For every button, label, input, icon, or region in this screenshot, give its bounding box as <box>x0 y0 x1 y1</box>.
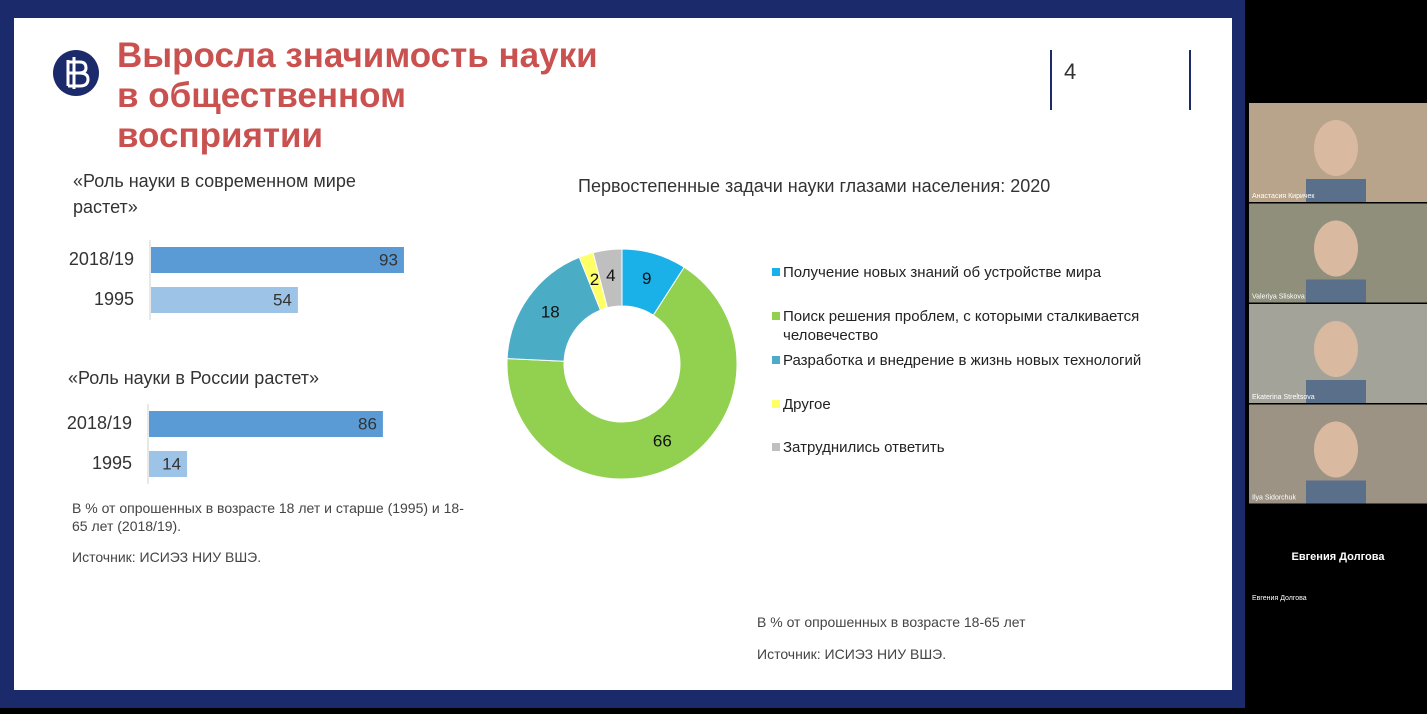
source: Источник: ИСИЭЗ НИУ ВШЭ. <box>72 549 262 565</box>
page-number: 4 <box>1064 59 1076 84</box>
chart-title: «Роль науки в современном мире растет» <box>73 171 356 217</box>
value-label: 18 <box>541 302 560 321</box>
value-label: 4 <box>606 266 615 285</box>
category-label: 1995 <box>94 289 134 309</box>
bar <box>151 287 298 313</box>
note: В % от опрошенных в возрасте 18-65 лет <box>757 614 1026 630</box>
legend-label: Получение новых знаний об устройстве мир… <box>783 264 1102 281</box>
participant-body <box>1306 380 1366 403</box>
participant-body <box>1306 279 1366 303</box>
chart-title: «Роль науки в России растет» <box>68 368 320 388</box>
legend-swatch <box>772 400 780 408</box>
value-label: 54 <box>273 290 292 309</box>
source: Источник: ИСИЭЗ НИУ ВШЭ. <box>757 646 947 662</box>
participant-name: Евгения Долгова <box>1252 595 1307 602</box>
participant-face <box>1314 321 1358 377</box>
legend-swatch <box>772 356 780 364</box>
value-label: 93 <box>379 250 398 269</box>
category-label: 2018/19 <box>67 413 132 433</box>
participant-name-center: Евгения Долгова <box>1292 551 1386 563</box>
value-label: 86 <box>358 414 377 433</box>
value-label: 9 <box>642 269 651 288</box>
legend-swatch <box>772 443 780 451</box>
participant-body <box>1306 480 1366 504</box>
logo-glyph <box>66 57 90 89</box>
bar <box>149 411 383 437</box>
participant-name: Анастасия Киричек <box>1252 193 1315 200</box>
legend-label: Другое <box>783 396 831 413</box>
donut-title: Первостепенные задачи науки глазами насе… <box>578 176 1050 196</box>
legend-label: Затруднились ответить <box>783 439 945 456</box>
legend-swatch <box>772 268 780 276</box>
value-label: 14 <box>162 454 181 473</box>
donut-segment <box>592 248 623 309</box>
participant-body <box>1306 179 1366 202</box>
participant-tile <box>1249 505 1427 604</box>
value-label: 2 <box>590 270 599 289</box>
note: В % от опрошенных в возрасте 18 лет и ст… <box>72 500 464 534</box>
slide-title: Выросла значимость науки в общественном … <box>117 36 598 155</box>
category-label: 2018/19 <box>69 249 134 269</box>
participant-name: Valeriya Sliskova <box>1252 293 1305 300</box>
participant-face <box>1314 220 1358 277</box>
legend-swatch <box>772 312 780 320</box>
donut-segment <box>506 266 738 480</box>
value-label: 66 <box>653 432 672 451</box>
slide <box>14 18 1232 690</box>
bar <box>151 247 404 273</box>
participant-face <box>1314 120 1358 176</box>
participant-name: Ilya Sidorchuk <box>1252 494 1296 501</box>
participant-name: Ekaterina Streltsova <box>1252 394 1315 401</box>
participant-face <box>1314 421 1358 478</box>
category-label: 1995 <box>92 453 132 473</box>
legend-label: Поиск решения проблем, с которыми сталки… <box>783 308 1140 344</box>
legend-label: Разработка и внедрение в жизнь новых тех… <box>783 352 1142 369</box>
bar <box>149 451 188 477</box>
